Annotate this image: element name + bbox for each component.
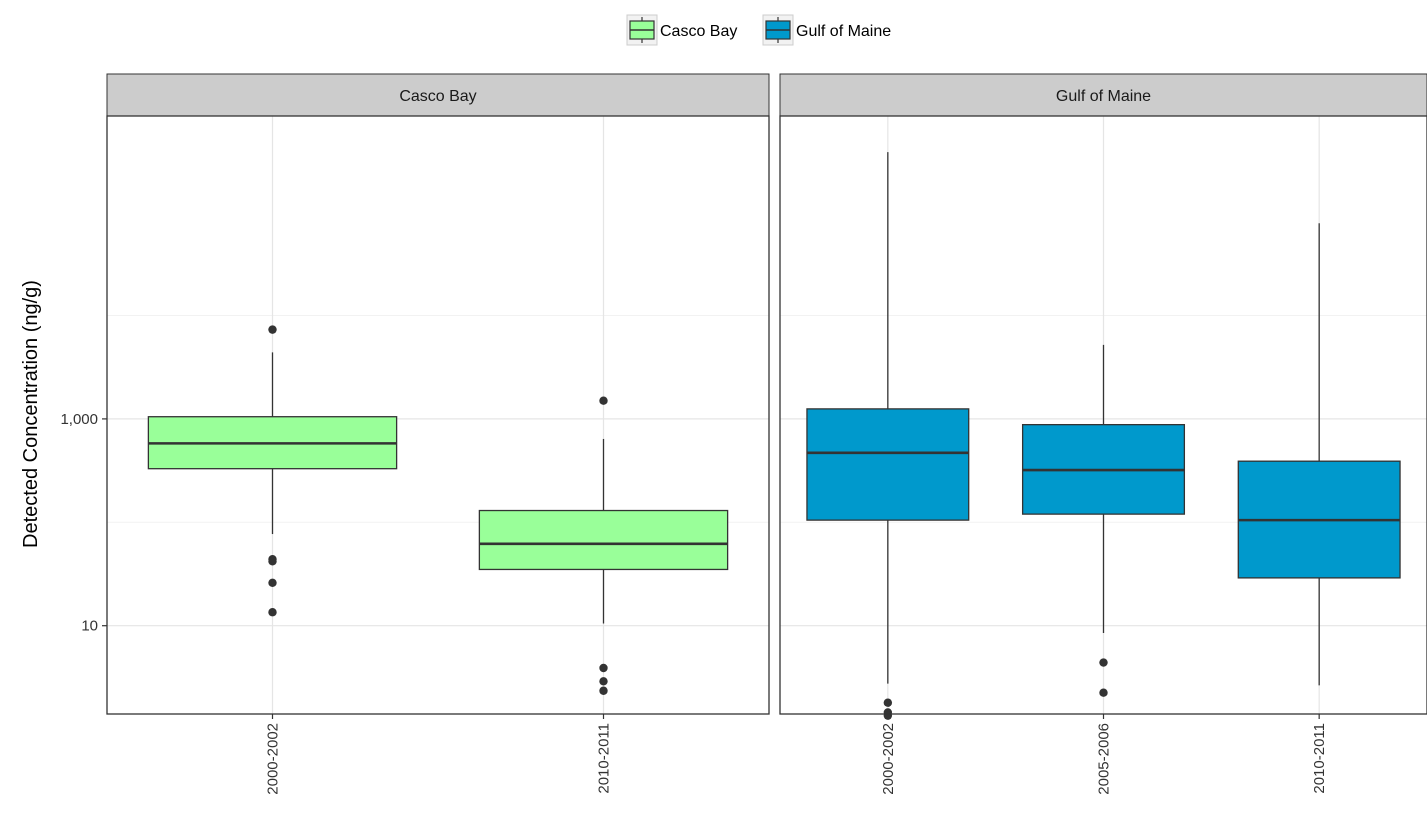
legend-label: Casco Bay: [660, 23, 737, 40]
box-iqr: [478, 509, 729, 571]
strip-label: Gulf of Maine: [1056, 88, 1151, 105]
x-tick-label: 2000-2002: [265, 723, 282, 795]
outlier-point: [599, 686, 608, 695]
box-gulf-of-maine-2000-2002: [806, 152, 970, 720]
outlier-point: [268, 578, 277, 587]
outlier-point: [1099, 688, 1108, 697]
box-iqr: [806, 408, 970, 521]
outlier-point: [268, 608, 277, 617]
legend: Casco Bay Gulf of Maine: [626, 14, 891, 46]
x-tick-label: 2010-2011: [596, 723, 613, 794]
box-gulf-of-maine-2005-2006: [1021, 344, 1186, 697]
panel-gulf-of-maine: Gulf of Maine 2000-2002 2005-2006 2010-2011: [779, 73, 1427, 795]
legend-item-gulf-of-maine: Gulf of Maine: [762, 14, 891, 46]
y-axis: 10 1,000: [60, 411, 107, 635]
outlier-point: [599, 663, 608, 673]
y-tick-label: 1,000: [60, 411, 98, 428]
panel-background: [107, 116, 769, 714]
outlier-point: [268, 325, 277, 334]
facet-strip-gulf-of-maine: Gulf of Maine: [779, 73, 1427, 117]
outlier-point: [599, 396, 608, 405]
outlier-point: [1099, 658, 1108, 667]
y-axis-title: Detected Concentration (ng/g): [20, 280, 42, 548]
y-tick-label: 10: [81, 618, 98, 635]
box-casco-bay-2010-2011: [478, 396, 729, 695]
strip-background: [779, 73, 1427, 117]
panel-border: [779, 115, 1427, 715]
box-casco-bay-2000-2002: [147, 325, 398, 617]
outlier-point: [883, 698, 893, 707]
outlier-point: [268, 557, 277, 566]
strip-label: Casco Bay: [399, 88, 476, 105]
x-tick-label: 2000-2002: [880, 723, 897, 795]
panel-border: [106, 115, 770, 715]
legend-label: Gulf of Maine: [796, 23, 891, 40]
facet-strip-casco-bay: Casco Bay: [106, 73, 770, 117]
outlier-point: [599, 677, 608, 686]
x-tick-label: 2010-2011: [1311, 723, 1328, 794]
x-tick-label: 2005-2006: [1096, 723, 1113, 795]
legend-item-casco-bay: Casco Bay: [626, 14, 737, 46]
panel-casco-bay: Casco Bay 2000-2002 2010-2011: [106, 73, 770, 795]
box-gulf-of-maine-2010-2011: [1237, 223, 1401, 686]
